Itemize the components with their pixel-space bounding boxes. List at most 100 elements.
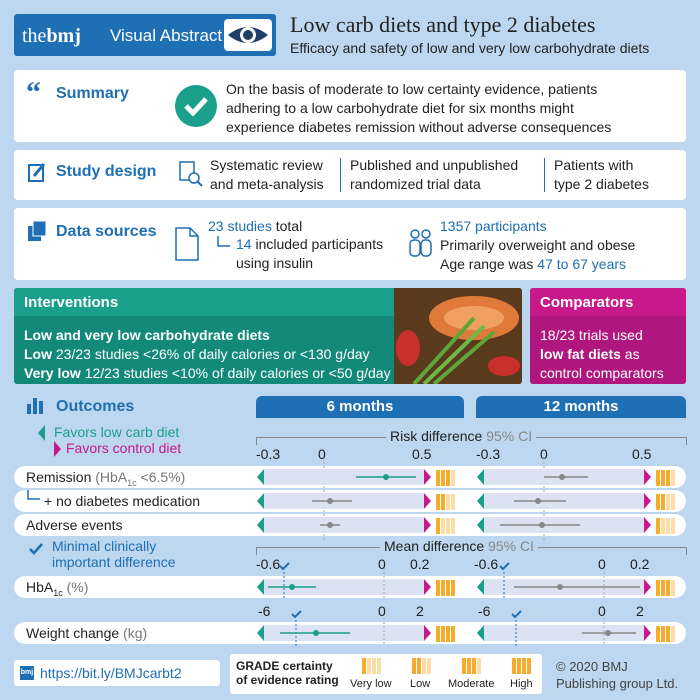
visual-abstract-label: Visual Abstract (110, 26, 223, 45)
grade-low (656, 518, 676, 539)
favors-low-label: Favors low carb diet (54, 424, 180, 440)
tick-label: 0.5 (412, 446, 432, 462)
tick-label: 0 (378, 603, 386, 619)
tick-label: -0.3 (476, 446, 501, 462)
study-design-card: Study design Systematic review and meta-a… (14, 150, 686, 200)
grade-low-bars (412, 658, 432, 679)
low-label: Low (410, 678, 431, 690)
col-6-months: 6 months (256, 396, 464, 418)
comparators-panel: Comparators 18/23 trials used low fat di… (530, 288, 686, 384)
design-col-3: Patients with type 2 diabetes (554, 157, 649, 192)
participants-info: 1357 participants Primarily overweight a… (440, 218, 636, 272)
teal-triangle-icon (257, 517, 264, 533)
quote-icon: “ (26, 76, 41, 109)
very-low-label: Very low (350, 678, 392, 690)
bmj-small-icon: bmj (20, 666, 34, 680)
favors-control-label: Favors control diet (66, 440, 182, 456)
teal-triangle-icon (257, 469, 264, 485)
hba1c-label: HbA1c (%) (26, 579, 89, 598)
col-12-months: 12 months (476, 396, 686, 418)
grade-moderate (436, 470, 456, 491)
people-icon (409, 229, 432, 257)
pink-triangle-icon (644, 493, 651, 509)
adverse-events-label: Adverse events (26, 517, 123, 533)
page-title: Low carb diets and type 2 diabetes (290, 12, 596, 37)
teal-triangle-icon (477, 493, 484, 509)
comparators-label: Comparators (540, 294, 634, 311)
moderate-label: Moderate (448, 678, 495, 690)
no-medication-label: + no diabetes medication (44, 493, 201, 509)
insulin-note: 14 included participants using insulin (236, 236, 384, 271)
interventions-text: Low and very low carbohydrate diets Low … (24, 327, 391, 381)
teal-triangle-icon (257, 493, 264, 509)
teal-triangle-icon (257, 625, 264, 641)
tick-label: 0.5 (632, 446, 652, 462)
grade-legend-title: GRADE certainty of evidence rating (236, 659, 339, 687)
grade-moderate (656, 470, 676, 491)
eye-icon (224, 19, 272, 51)
bar-chart-icon (27, 398, 43, 414)
copyright: © 2020 BMJ Publishing group Ltd. (556, 659, 679, 691)
teal-triangle-icon (477, 469, 484, 485)
mean-difference-label: Mean difference 95% CI (380, 538, 538, 554)
pink-triangle-icon (424, 493, 431, 509)
mcid-label: Minimal clinically important difference (52, 538, 176, 570)
pink-triangle-icon (644, 517, 651, 533)
grade-very-low-bars (362, 658, 382, 679)
teal-triangle-icon (477, 517, 484, 533)
pink-triangle-icon (424, 469, 431, 485)
document-icon (175, 227, 199, 261)
teal-triangle-icon (477, 579, 484, 595)
pink-triangle-icon (644, 625, 651, 641)
pink-triangle-icon (54, 441, 61, 457)
grade-moderate-bars (462, 658, 482, 679)
tick-label: 0 (540, 446, 548, 462)
link-box[interactable]: bmj https://bit.ly/BMJcarbt2 (14, 660, 220, 686)
tick-label: -0.6 (256, 556, 281, 572)
tick-label: -6 (478, 603, 491, 619)
comparators-text: 18/23 trials used low fat diets as contr… (540, 327, 664, 381)
pink-triangle-icon (424, 625, 431, 641)
branch-icon (27, 490, 40, 500)
interventions-panel: Interventions Low and very low carbohydr… (14, 288, 522, 384)
remission-label: Remission (HbA1c <6.5%) (26, 469, 186, 488)
documents-icon (28, 220, 47, 241)
outcomes-label: Outcomes (56, 398, 135, 415)
data-sources-card: Data sources 23 studies total 14 include… (14, 208, 686, 280)
study-design-label: Study design (56, 163, 157, 180)
tick-label: 0 (318, 446, 326, 462)
teal-triangle-icon (477, 625, 484, 641)
short-link[interactable]: https://bit.ly/BMJcarbt2 (40, 665, 182, 681)
grade-low (436, 518, 456, 539)
summary-card: “ Summary On the basis of moderate to lo… (14, 70, 686, 142)
tick-label: 2 (636, 603, 644, 619)
bmj-brand-bar: thebmj Visual Abstract (14, 14, 276, 56)
check-icon (175, 85, 217, 127)
pink-triangle-icon (424, 517, 431, 533)
grade-low (436, 494, 456, 515)
magnify-document-icon (179, 161, 203, 187)
tick-label: -6 (258, 603, 271, 619)
pink-triangle-icon (644, 469, 651, 485)
tick-label: 0 (378, 556, 386, 572)
grade-high (656, 580, 676, 601)
page-subtitle: Efficacy and safety of low and very low … (290, 40, 650, 56)
weight-change-label: Weight change (kg) (26, 625, 148, 641)
teal-triangle-icon (38, 425, 45, 441)
grade-low (656, 494, 676, 515)
pink-triangle-icon (424, 579, 431, 595)
grade-high-bars (512, 658, 532, 679)
tick-label: 0.2 (410, 556, 430, 572)
tick-label: -0.3 (256, 446, 281, 462)
design-col-1: Systematic review and meta-analysis (210, 157, 324, 192)
tick-label: 0 (598, 603, 606, 619)
tick-label: 2 (416, 603, 424, 619)
grade-moderate (656, 626, 676, 647)
tick-label: 0.2 (630, 556, 650, 572)
bmj-logo: thebmj (22, 25, 81, 47)
teal-triangle-icon (257, 579, 264, 595)
tick-label: 0 (598, 556, 606, 572)
summary-label: Summary (56, 85, 129, 102)
pencil-icon (28, 163, 46, 182)
